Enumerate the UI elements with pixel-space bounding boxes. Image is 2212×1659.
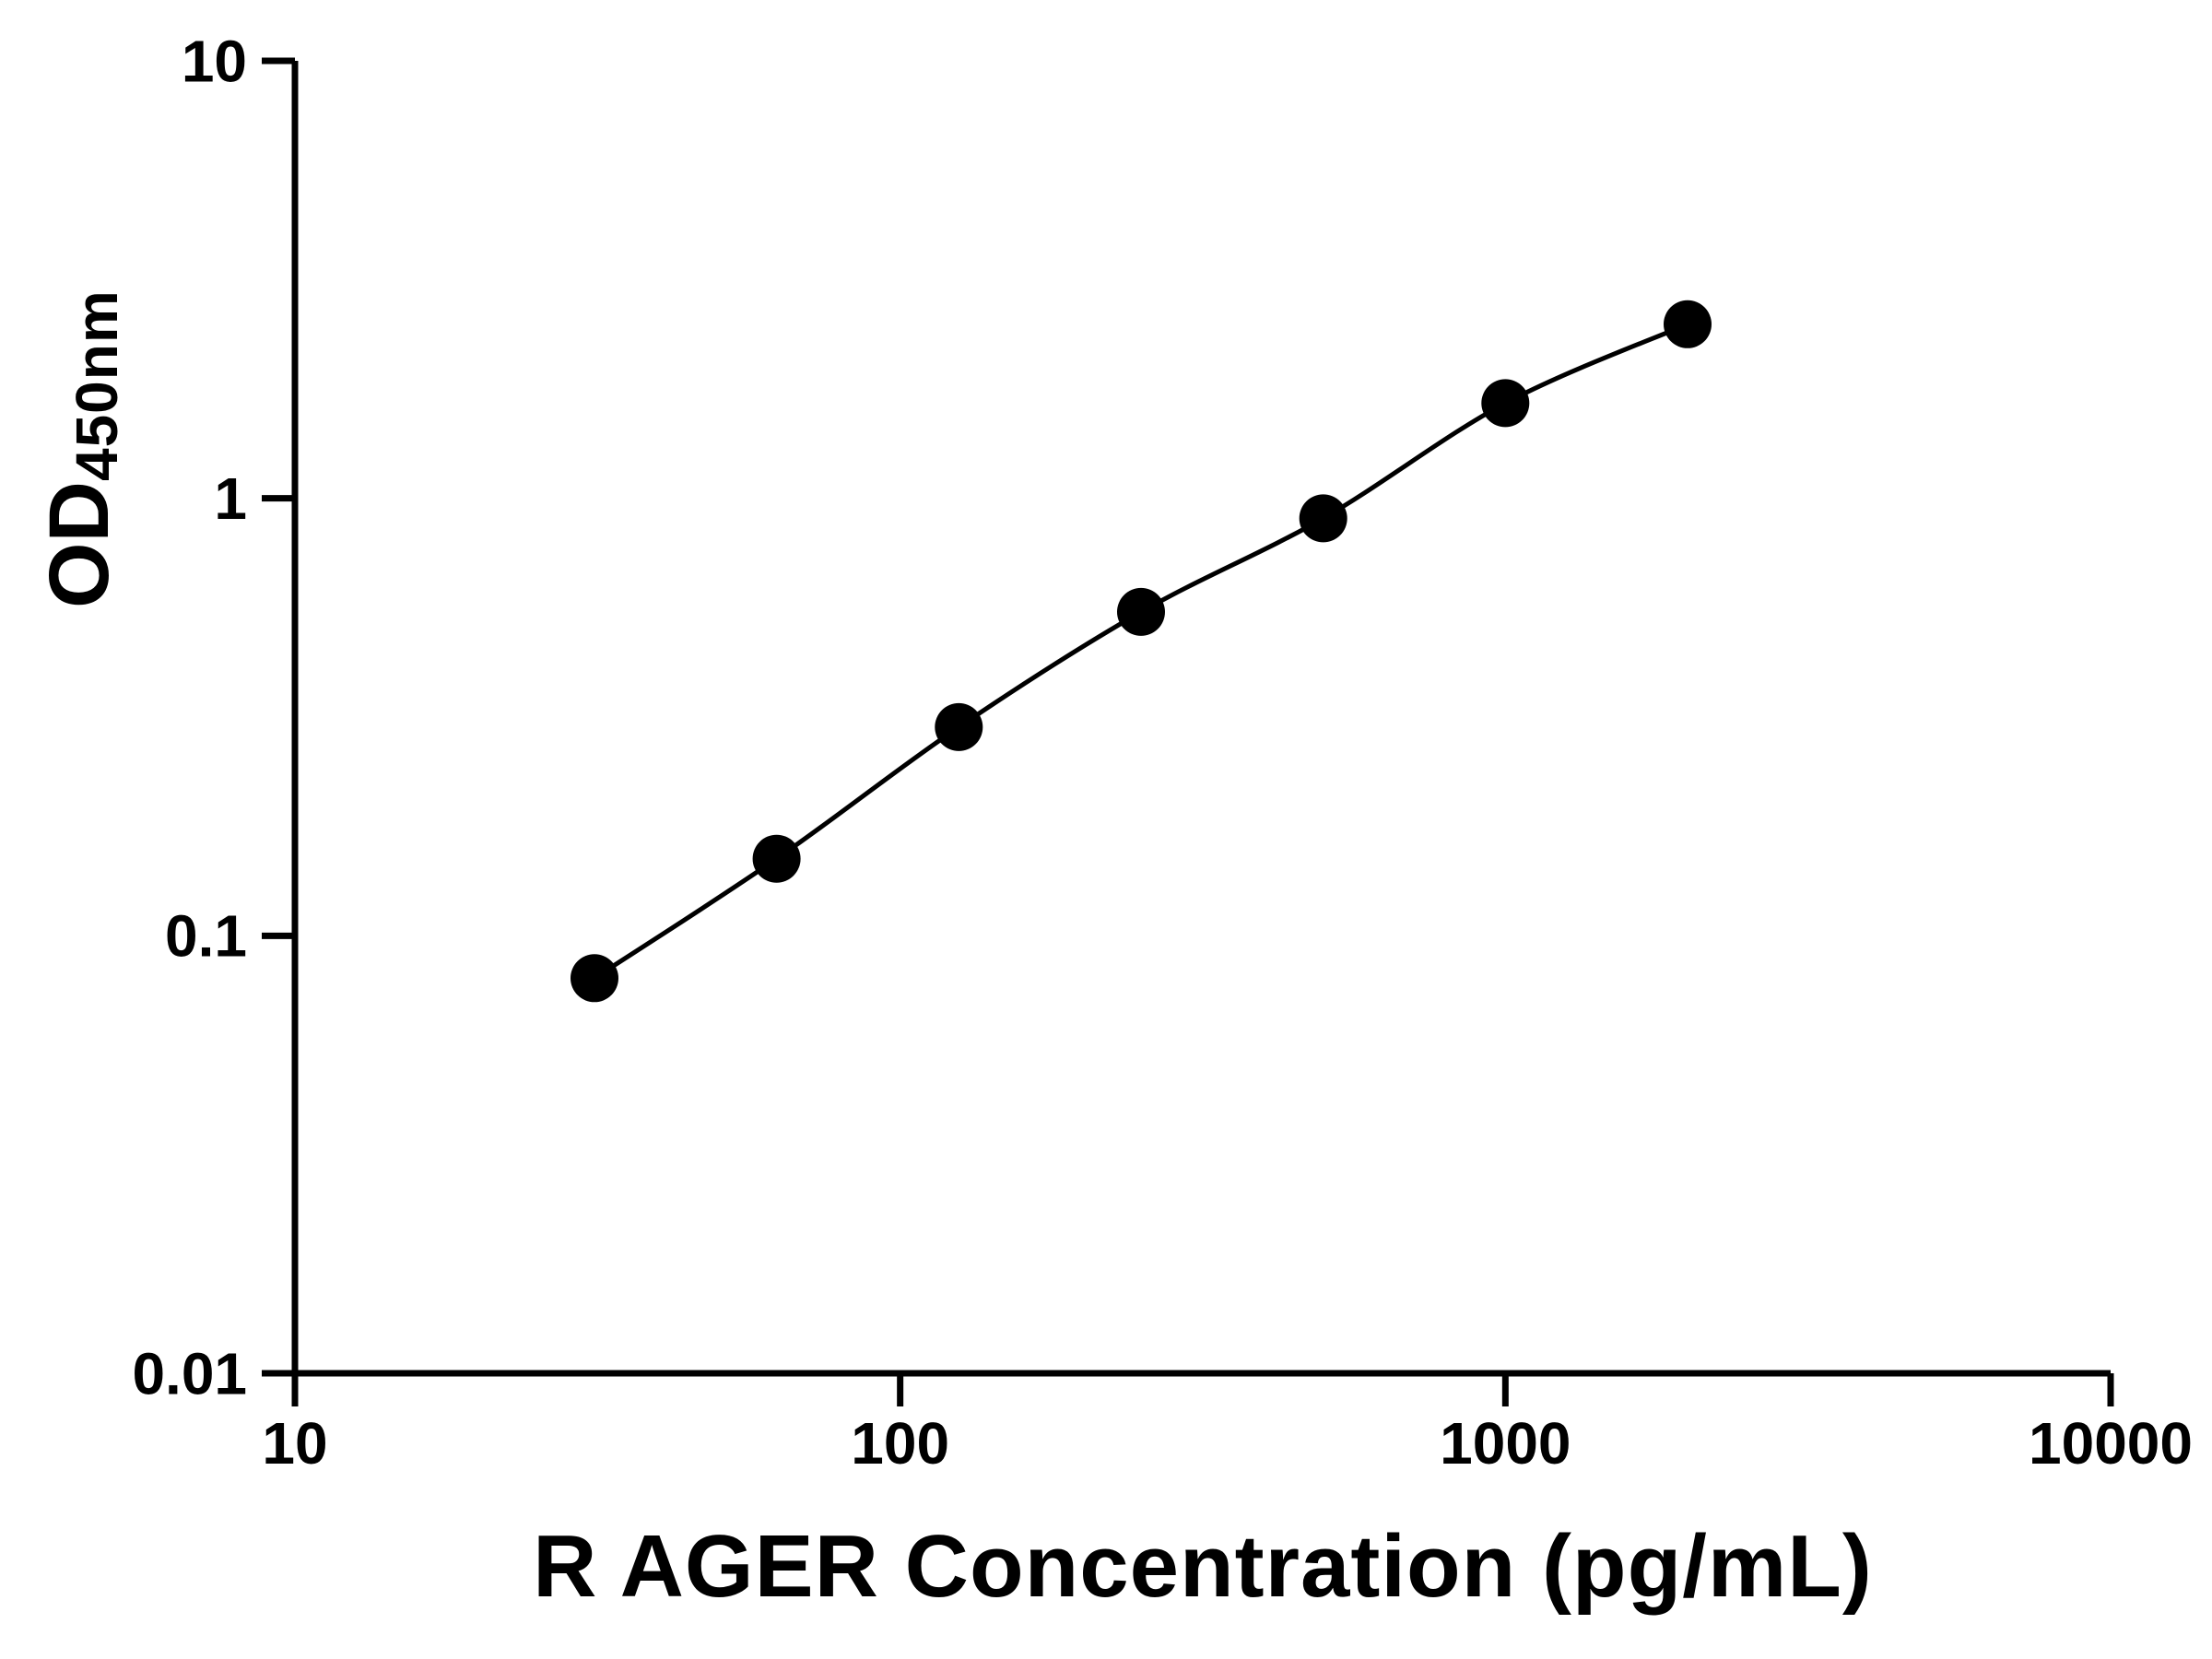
data-point-marker <box>935 702 983 751</box>
standard-curve-line <box>593 322 1688 981</box>
y-axis-title-sub: 450nm <box>64 289 130 481</box>
data-point-marker <box>1664 300 1712 348</box>
x-tick-label: 10 <box>262 1410 327 1477</box>
x-tick-label: 1000 <box>1440 1410 1571 1477</box>
y-tick-label: 0.01 <box>132 1340 247 1406</box>
data-point-marker <box>752 834 801 883</box>
y-tick-label: 0.1 <box>165 903 247 970</box>
data-point-marker <box>1299 494 1347 543</box>
x-tick-label: 100 <box>851 1410 949 1477</box>
y-axis-title-main: OD <box>32 481 126 608</box>
data-point-marker <box>1117 587 1165 636</box>
y-axis-title: OD450nm <box>31 289 131 608</box>
data-point-marker <box>571 954 618 1003</box>
x-axis-title: R AGER Concentration (pg/mL) <box>533 1517 1873 1616</box>
x-tick-label: 10000 <box>2029 1410 2193 1477</box>
y-tick-label: 1 <box>214 465 247 532</box>
y-tick-label: 10 <box>182 28 247 94</box>
data-point-marker <box>1481 379 1530 428</box>
